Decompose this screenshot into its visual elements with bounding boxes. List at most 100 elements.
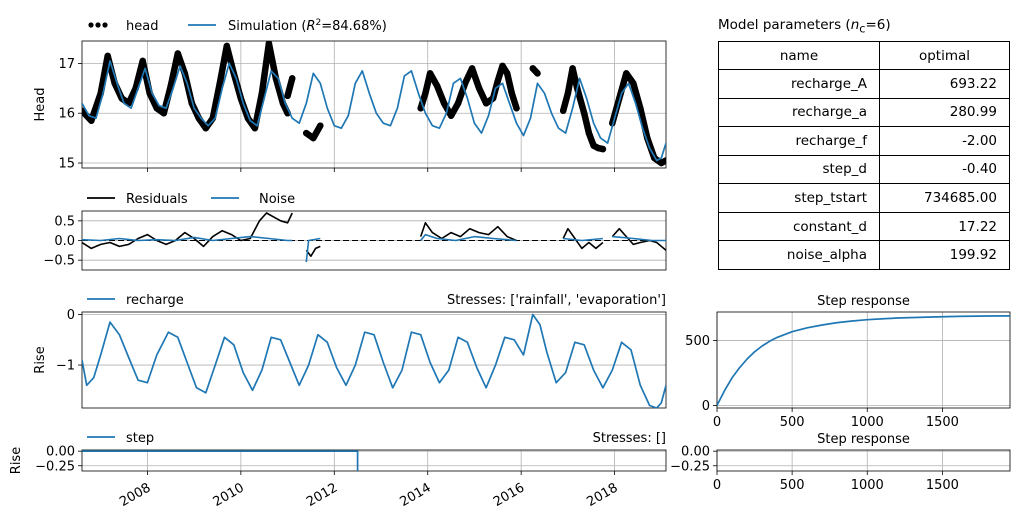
head-point <box>216 80 224 87</box>
head-point <box>569 65 576 72</box>
x-tick-label: 1000 <box>851 415 884 430</box>
x-tick-label: 0 <box>713 478 721 493</box>
param-name: recharge_A <box>718 69 880 99</box>
x-tick-label: 1000 <box>851 478 884 493</box>
head-point <box>303 129 310 137</box>
param-name: step_d <box>718 154 880 185</box>
head-point <box>153 105 160 112</box>
head-point <box>508 90 516 97</box>
legend-head-marker <box>102 22 108 28</box>
y-tick-label: −1 <box>56 359 75 374</box>
x-tick-label: 2010 <box>211 480 247 510</box>
head-point <box>440 100 448 107</box>
head-point <box>482 100 490 107</box>
y-tick-label: 500 <box>685 334 710 349</box>
head-point <box>284 92 291 99</box>
x-tick-label: 500 <box>780 478 805 493</box>
param-name: recharge_a <box>718 97 880 128</box>
x-tick-label: 0 <box>713 415 721 430</box>
params-title-prefix: Model parameters ( <box>718 17 851 33</box>
recharge-axes <box>78 311 667 409</box>
params-header-row: name optimal <box>718 41 1010 70</box>
param-value: -2.00 <box>879 126 1010 156</box>
head-point <box>503 70 511 77</box>
param-value: 734685.00 <box>879 183 1010 213</box>
head-point <box>581 110 588 117</box>
head-point <box>251 124 259 132</box>
noise-line <box>612 235 666 242</box>
step-line <box>82 450 359 471</box>
head-point <box>426 70 434 77</box>
step_response_recharge-title: Step response <box>817 294 910 309</box>
y-tick-label: 0.00 <box>681 445 710 460</box>
head-point <box>265 41 273 47</box>
step-frame <box>81 449 667 472</box>
legend-head-label: head <box>126 19 158 34</box>
step-stresses-label: Stresses: [] <box>593 431 666 446</box>
params-title-subscript: c <box>859 22 866 36</box>
params-header-name: name <box>718 41 880 70</box>
head-point <box>630 80 637 87</box>
head-point <box>529 65 537 72</box>
x-tick-label: 500 <box>780 415 805 430</box>
head-point <box>499 62 506 70</box>
table-row: constant_d 17.22 <box>718 211 1010 242</box>
y-tick-label: −0.25 <box>35 459 75 474</box>
step_response_step-frame <box>716 449 1011 472</box>
legend-simulation-part: Simulation ( <box>228 19 306 34</box>
legend-simulation-part: 2 <box>316 18 322 28</box>
head-point <box>468 65 476 72</box>
x-tick-label: 2018 <box>584 480 620 510</box>
param-value: 693.22 <box>879 69 1010 99</box>
head-point <box>160 110 167 117</box>
params-table: name optimal recharge_A 693.22 recharge_a… <box>718 41 1010 270</box>
head-point <box>310 134 317 142</box>
x-tick-label: 2016 <box>491 480 527 510</box>
param-name: noise_alpha <box>718 240 880 270</box>
head-point <box>433 82 441 90</box>
y-tick-label: 0 <box>702 399 710 414</box>
legend-head-marker <box>88 22 94 28</box>
x-tick-label: 2012 <box>304 480 340 510</box>
x-tick-label: 2008 <box>117 480 153 510</box>
head-ylabel: Head <box>33 88 48 122</box>
params-title-suffix: =6) <box>865 17 891 33</box>
simulation-line <box>82 60 666 162</box>
head-point <box>174 50 181 57</box>
param-value: 280.99 <box>879 97 1010 128</box>
head-point <box>494 77 502 85</box>
residuals-line <box>419 222 517 242</box>
head-point <box>534 70 541 77</box>
params-header-optimal: optimal <box>879 41 1010 70</box>
legend-head-marker <box>95 22 101 28</box>
residuals-line <box>82 212 293 250</box>
legend-step-label: step <box>126 431 154 446</box>
y-tick-label: 0.0 <box>54 234 75 249</box>
param-value: -0.40 <box>879 154 1010 185</box>
y-tick-label: 17 <box>58 57 75 72</box>
head-point <box>88 117 95 124</box>
residuals-line <box>305 245 321 257</box>
table-row: recharge_f -2.00 <box>718 126 1010 156</box>
head-point <box>422 90 429 97</box>
residuals-line <box>562 227 604 250</box>
y-tick-label: −0.25 <box>670 459 710 474</box>
head-point <box>513 105 520 112</box>
param-value: 199.92 <box>879 240 1010 270</box>
head-point <box>637 105 644 112</box>
step_response_step-axes <box>713 449 1011 475</box>
y-tick-label: 15 <box>58 157 75 172</box>
recharge-line <box>82 313 666 408</box>
residuals-line <box>611 227 666 251</box>
head-point <box>223 42 231 50</box>
y-tick-label: 16 <box>58 107 75 122</box>
params-table-title: Model parameters (nc=6) <box>718 17 891 36</box>
head-point <box>623 70 630 77</box>
head-point <box>167 82 174 90</box>
param-value: 17.22 <box>879 211 1010 242</box>
x-tick-label: 1500 <box>926 415 959 430</box>
y-tick-label: 0.00 <box>46 445 75 460</box>
y-tick-label: −0.5 <box>43 254 75 269</box>
recharge-frame <box>81 311 667 409</box>
head-point <box>454 100 462 107</box>
